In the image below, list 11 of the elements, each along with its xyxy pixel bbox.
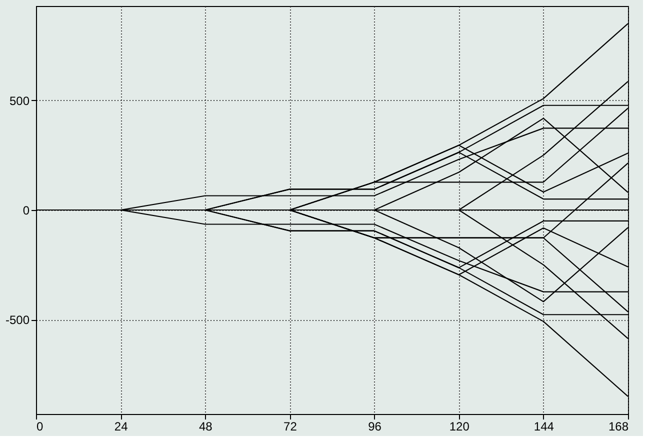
x-tick-label: 168 bbox=[608, 420, 629, 434]
x-tick-label: 48 bbox=[198, 420, 213, 434]
y-tick-label: 500 bbox=[9, 94, 30, 108]
y-tick-label: 0 bbox=[22, 204, 30, 218]
x-tick-label: 96 bbox=[368, 420, 382, 434]
x-tick-label: 144 bbox=[534, 420, 554, 434]
x-tick-label: 0 bbox=[36, 420, 44, 434]
y-tick-label: -500 bbox=[5, 313, 30, 328]
x-tick-label: 120 bbox=[449, 420, 470, 434]
x-tick-label: 24 bbox=[114, 420, 128, 434]
x-tick-label: 72 bbox=[284, 420, 298, 434]
